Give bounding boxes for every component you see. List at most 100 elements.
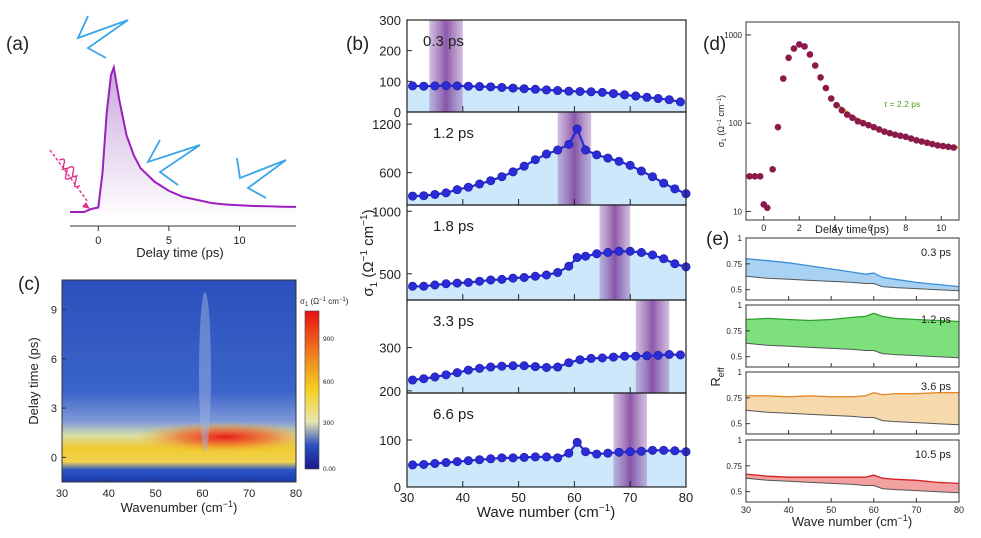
panel-e-subplot-frame (745, 237, 960, 301)
probe-pulse-icon-1 (76, 15, 129, 59)
panel-b-data-point (553, 86, 563, 96)
panel-b-data-point (408, 375, 418, 385)
panel-d-fit-dash (834, 102, 960, 148)
panel-b-data-point (659, 178, 669, 188)
panel-b-data-point (486, 362, 496, 372)
panel-d-data-point (854, 118, 862, 125)
panel-e-lower-line (745, 477, 960, 494)
panel-d-data-point (806, 51, 814, 58)
panel-d-y-label: σ1 (Ω−1 cm−1) (716, 95, 728, 147)
panel-d-x-label: Delay time (ps) (815, 224, 889, 236)
panel-e-y-tick-label: 1 (738, 301, 743, 310)
panel-b-data-point (519, 452, 529, 462)
panel-b-data-point (419, 374, 429, 384)
panel-label-e: (e) (706, 229, 729, 250)
panel-c-y-tick-label: 3 (51, 403, 57, 415)
panel-d-annotation: τ = 2.2 ps (884, 99, 920, 109)
panel-b-data-point (564, 86, 574, 96)
panel-b-data-point (541, 85, 551, 95)
panel-e-upper-line (746, 392, 959, 398)
panel-b-data-point (486, 454, 496, 464)
pump-pulse-icon (49, 149, 90, 209)
panel-d-y-tick-label: 100 (729, 119, 743, 128)
panel-b-data-point (530, 155, 540, 165)
panel-d-data-point (939, 142, 947, 150)
panel-c-x-tick-label: 80 (290, 488, 302, 500)
panel-b-data-point (564, 448, 574, 458)
panel-b-delay-label: 3.3 ps (433, 313, 474, 330)
panel-c-x-tick-label: 50 (149, 488, 161, 500)
panel-b-data-point (530, 452, 540, 462)
panel-label-d: (d) (703, 34, 726, 55)
panel-b-data-point (452, 185, 462, 195)
heatmap-frame (61, 279, 297, 483)
panel-d-x-tick-label: 0 (761, 223, 766, 233)
panel-e-area-fill (746, 474, 959, 493)
panel-b-data-point (441, 458, 451, 468)
panel-b-data-point (553, 362, 563, 372)
panel-d-data-point (790, 45, 798, 52)
panel-b-data-point (463, 365, 473, 375)
panel-d-data-point (751, 173, 759, 180)
panel-b-y-tick-label: 1200 (372, 117, 401, 132)
panel-e-y-tick-label: 1 (738, 368, 743, 377)
panel-b-y-tick-label: 300 (379, 341, 401, 356)
panel-label-c: (c) (18, 274, 40, 295)
panel-d-data-point (849, 114, 856, 122)
panel-e-delay-label: 3.6 ps (921, 381, 951, 393)
panel-d-data-point (801, 43, 808, 50)
panel-b-data-point (631, 91, 641, 101)
probe-pulse-icon-2 (146, 139, 201, 186)
panel-d-data-point (918, 138, 926, 145)
panel-e-delay-label: 10.5 ps (915, 449, 952, 461)
panel-b-data-point (586, 87, 596, 97)
colorbar-tick: 600 (323, 379, 334, 386)
panel-e-subplot-3: 0.5 0.75 1 3.6 ps (726, 368, 960, 435)
panel-e-subplot-4: 0.5 0.75 1 10.5 ps (726, 436, 960, 503)
panel-d-data-point (769, 166, 776, 173)
panel-b-data-point (553, 267, 563, 277)
panel-b-data-point (625, 246, 635, 256)
panel-b-subplot-4: 200 300 3.3 ps (379, 299, 687, 399)
panel-b-data-point (486, 275, 496, 285)
panel-b-subplot-3: 500 1000 1.8 ps (372, 204, 691, 301)
panel-b-y-tick-label: 100 (379, 74, 401, 89)
panel-b-data-point (519, 161, 529, 171)
heatmap-background (62, 280, 296, 482)
panel-b-highlight-band (429, 20, 463, 112)
panel-a: (a) 0 5 10 Delay time (ps) (6, 15, 297, 260)
panel-d-data-point (875, 126, 883, 133)
panel-e-upper-line (745, 258, 960, 288)
panel-b-x-tick-label: 70 (623, 490, 637, 505)
panel-b-data-point (664, 350, 674, 360)
panel-b-data-point (670, 184, 680, 194)
panel-b-data-point (608, 89, 618, 99)
panel-c: (c) 30 40 50 60 70 80 0 3 6 9 Wavenumber (cm−1) D… (18, 274, 349, 515)
panel-d-data-point (774, 123, 782, 131)
panel-d-data-point (827, 95, 835, 102)
panel-b-data-point (519, 272, 529, 282)
panel-b-data-point (675, 97, 685, 107)
panel-d-data-point (913, 136, 920, 144)
panel-b-data-point (508, 453, 518, 463)
panel-b-data-point (419, 281, 429, 291)
panel-b-data-point (564, 139, 574, 149)
panel-e-area-fill (746, 392, 959, 425)
panel-b-x-tick-label: 30 (400, 490, 414, 505)
panel-b-data-point (508, 83, 518, 93)
panel-b-data-point (419, 191, 429, 201)
panel-b-delay-label: 0.3 ps (423, 33, 464, 50)
panel-e-upper-line (745, 473, 960, 485)
panel-b-data-point (530, 271, 540, 281)
panel-b-data-point (603, 153, 613, 163)
panel-d-data-point (764, 204, 771, 212)
panel-b-data-point (486, 176, 496, 186)
panel-d-data-point (891, 131, 899, 139)
colorbar-label: σ1 (Ω−1 cm−1) (300, 297, 349, 308)
panel-e-lower-line (745, 409, 960, 426)
panel-d-x-tick-label: 4 (832, 223, 837, 233)
panel-a-x-tick-label: 0 (95, 235, 101, 247)
panel-e-lower-line (745, 275, 960, 292)
panel-d-data-point (902, 133, 910, 141)
